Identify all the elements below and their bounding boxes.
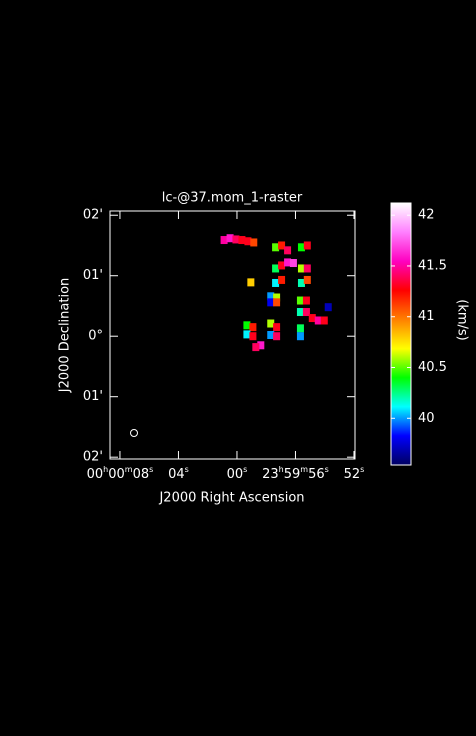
pixel bbox=[278, 241, 286, 250]
y-tick-label: 02' bbox=[83, 450, 103, 465]
colorbar-tick-label: 40 bbox=[418, 411, 435, 426]
pixel bbox=[320, 316, 328, 325]
pixel bbox=[324, 303, 332, 312]
pixel bbox=[273, 332, 281, 341]
pixel bbox=[273, 293, 281, 302]
pixel bbox=[303, 275, 311, 284]
pixel bbox=[284, 258, 292, 267]
x-tick-label: 52s bbox=[344, 465, 365, 482]
y-tick-label: 0° bbox=[88, 329, 103, 344]
colorbar-tick-label: 40.5 bbox=[418, 360, 447, 375]
pixel bbox=[232, 235, 240, 244]
pixel bbox=[220, 236, 228, 245]
x-tick-label: 23h59m56s bbox=[262, 465, 329, 482]
pixel bbox=[297, 278, 305, 287]
colorbar bbox=[390, 202, 412, 466]
pixel bbox=[257, 341, 265, 350]
pixel bbox=[278, 275, 286, 284]
pixel bbox=[244, 237, 252, 246]
pixel bbox=[272, 243, 280, 252]
colorbar-label: (km/s) bbox=[455, 299, 470, 341]
pixel bbox=[267, 319, 275, 328]
pixel bbox=[297, 243, 305, 252]
pixel bbox=[296, 332, 304, 341]
beam bbox=[130, 429, 138, 437]
pixel bbox=[273, 323, 281, 332]
x-axis-label: J2000 Right Ascension bbox=[158, 491, 304, 506]
pixel bbox=[243, 321, 251, 330]
pixel bbox=[302, 296, 310, 305]
pixel bbox=[238, 236, 246, 245]
pixel bbox=[297, 264, 305, 273]
pixel bbox=[243, 330, 251, 339]
pixel bbox=[273, 298, 281, 307]
pixel bbox=[267, 292, 275, 301]
x-tick-label: 00h00m08s bbox=[87, 465, 154, 482]
pixel bbox=[272, 264, 280, 273]
x-tick-label: 00s bbox=[227, 465, 248, 482]
pixel bbox=[284, 246, 292, 255]
pixel bbox=[278, 261, 286, 270]
pixel bbox=[303, 264, 311, 273]
y-axis-label: J2000 Declination bbox=[58, 278, 73, 394]
pixel bbox=[303, 241, 311, 250]
y-tick-label: 02' bbox=[83, 208, 103, 223]
pixel bbox=[252, 343, 260, 352]
pixel bbox=[267, 298, 275, 307]
pixel bbox=[267, 331, 275, 339]
x-tick-label: 04s bbox=[168, 465, 189, 482]
pixel bbox=[249, 323, 257, 332]
colorbar-tick-label: 41 bbox=[418, 309, 435, 324]
colorbar-tick-label: 42 bbox=[418, 208, 435, 223]
pixel bbox=[247, 278, 255, 287]
pixel bbox=[308, 314, 316, 323]
y-tick-label: 01' bbox=[83, 389, 103, 404]
pixel bbox=[250, 238, 258, 247]
pixel bbox=[289, 259, 297, 268]
y-tick-label: 01' bbox=[83, 268, 103, 283]
colorbar-tick-label: 41.5 bbox=[418, 258, 447, 273]
pixel bbox=[314, 316, 322, 325]
plot-frame bbox=[109, 210, 356, 460]
pixel bbox=[296, 324, 304, 333]
chart-title: lc-@37.mom_1-raster bbox=[162, 191, 303, 206]
pixel bbox=[249, 332, 257, 341]
pixel bbox=[226, 234, 234, 243]
pixel bbox=[296, 296, 304, 305]
pixel bbox=[272, 278, 280, 287]
pixel bbox=[302, 308, 310, 317]
pixel bbox=[296, 308, 304, 317]
